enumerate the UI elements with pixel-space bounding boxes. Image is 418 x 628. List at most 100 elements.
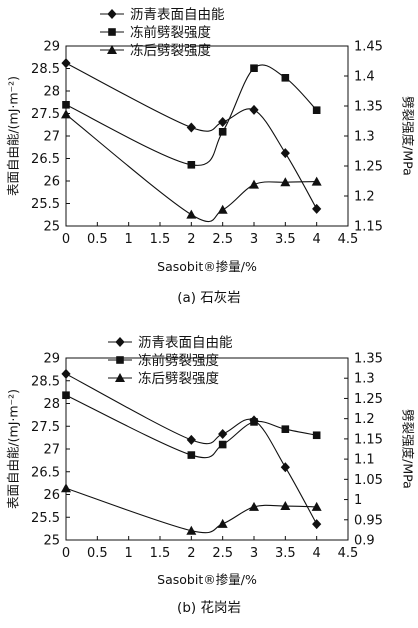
data-point-triangle: [217, 518, 228, 528]
x-tick-label: 0.5: [87, 546, 108, 561]
data-point-diamond: [218, 428, 228, 439]
y-left-tick-label: 28.5: [31, 62, 60, 77]
y-left-tick-label: 26.5: [31, 152, 60, 167]
y-right-tick-label: 1.3: [354, 130, 375, 145]
y-right-tick-label: 1.2: [354, 412, 375, 427]
y-right-tick-label: 1: [354, 493, 362, 508]
y-right-tick-label: 1.3: [354, 372, 375, 387]
data-point-square: [281, 425, 290, 433]
y-right-tick-label: 1.35: [354, 352, 383, 367]
x-tick-label: 2: [187, 232, 195, 247]
data-point-diamond: [249, 104, 259, 115]
y-right-tick-label: 0.95: [354, 513, 383, 528]
figure-caption: (a) 石灰岩: [177, 290, 241, 306]
data-point-triangle: [61, 483, 71, 493]
y-right-tick-label: 1.2: [354, 190, 375, 205]
data-point-square: [62, 391, 70, 400]
data-point-diamond: [186, 434, 196, 445]
data-point-triangle: [311, 501, 322, 511]
data-point-square: [312, 106, 321, 114]
data-point-triangle: [249, 501, 259, 511]
y-left-axis-title: 表面自由能/(mJ·m⁻²): [6, 76, 21, 196]
data-point-triangle: [280, 501, 291, 511]
y-left-tick-label: 28.5: [31, 374, 60, 389]
legend-marker-triangle: [107, 45, 117, 54]
x-tick-label: 4.5: [338, 546, 359, 561]
y-right-tick-label: 1.05: [354, 473, 383, 488]
y-right-tick-label: 1.4: [354, 70, 375, 85]
legend-marker-square: [108, 28, 116, 36]
data-point-square: [312, 431, 321, 440]
y-left-tick-label: 27: [43, 130, 60, 145]
data-point-square: [281, 74, 290, 82]
x-tick-label: 1.5: [150, 546, 171, 561]
x-tick-label: 4: [313, 546, 321, 561]
x-tick-label: 2: [187, 546, 195, 561]
data-point-triangle: [249, 179, 259, 189]
x-tick-label: 1.5: [150, 232, 171, 247]
series-line: [65, 62, 318, 210]
y-left-tick-label: 28: [43, 85, 60, 100]
data-point-diamond: [218, 117, 228, 128]
data-point-diamond: [186, 122, 196, 133]
x-tick-label: 3: [250, 546, 258, 561]
legend-marker-diamond: [107, 9, 117, 19]
y-left-tick-label: 27.5: [31, 107, 60, 122]
series-line: [65, 373, 318, 525]
y-right-tick-label: 1.15: [354, 220, 383, 235]
x-tick-label: 4: [313, 232, 321, 247]
y-left-tick-label: 25.5: [31, 511, 60, 526]
x-axis-title: Sasobit®掺量/%: [157, 259, 257, 274]
y-left-tick-label: 26: [43, 488, 60, 503]
y-right-axis-title: 劈裂强度/MPa: [401, 96, 416, 176]
y-right-tick-label: 1.25: [354, 160, 383, 175]
x-tick-label: 2.5: [212, 546, 233, 561]
data-point-diamond: [280, 148, 290, 159]
figure-caption: (b) 花岗岩: [177, 600, 241, 616]
y-left-tick-label: 25: [43, 220, 60, 235]
y-right-tick-label: 1.25: [354, 392, 383, 407]
legend-marker-square: [116, 356, 124, 364]
data-point-square: [218, 128, 227, 136]
data-point-triangle: [186, 209, 197, 219]
x-tick-label: 0: [62, 546, 70, 561]
data-point-diamond: [61, 368, 71, 379]
data-point-triangle: [186, 525, 197, 535]
y-left-tick-label: 26: [43, 175, 60, 190]
legend-label: 冻后劈裂强度: [130, 42, 211, 59]
x-tick-label: 3.5: [275, 546, 296, 561]
series-line: [65, 64, 318, 166]
chart-panel-granite: 0 0.5 1 1.5 2 2.5 3 3.5 4 4.5 25 25.5 26 26.5 27 27.5 28…: [6, 335, 416, 616]
chart-panel-limestone: 0 0.5 1 1.5 2 2.5 3 3.5 4 4.5 25 25.5 26 26.5 27 27.5 28…: [6, 7, 416, 306]
y-right-tick-label: 0.9: [354, 534, 375, 549]
data-point-triangle: [311, 176, 322, 186]
data-point-diamond: [312, 203, 322, 214]
legend-marker-triangle: [115, 373, 125, 382]
x-tick-label: 2.5: [212, 232, 233, 247]
x-tick-label: 3.5: [275, 232, 296, 247]
y-left-axis-title: 表面自由能/(mJ·m⁻²): [6, 389, 21, 509]
x-axis-title: Sasobit®掺量/%: [157, 572, 257, 587]
y-right-tick-label: 1.35: [354, 100, 383, 115]
x-tick-label: 3: [250, 232, 258, 247]
data-point-square: [250, 64, 258, 72]
y-left-tick-label: 27: [43, 443, 60, 458]
legend-label: 冻后劈裂强度: [138, 370, 219, 387]
data-point-square: [250, 418, 258, 426]
data-point-triangle: [217, 204, 228, 214]
data-point-diamond: [312, 519, 322, 530]
y-left-tick-label: 29: [43, 352, 60, 367]
y-right-tick-label: 1.15: [354, 432, 383, 447]
legend-label: 冻前劈裂强度: [130, 24, 211, 41]
x-tick-label: 1: [125, 232, 133, 247]
legend-label: 沥青表面自由能: [138, 335, 233, 351]
x-tick-label: 4.5: [338, 232, 359, 247]
legend-label: 沥青表面自由能: [130, 7, 225, 23]
data-point-square: [187, 451, 196, 459]
x-tick-label: 0.5: [87, 232, 108, 247]
y-left-tick-label: 28: [43, 397, 60, 412]
y-right-tick-label: 1.45: [354, 40, 383, 55]
y-left-tick-label: 25.5: [31, 197, 60, 212]
data-point-triangle: [61, 109, 71, 119]
x-tick-label: 0: [62, 232, 70, 247]
